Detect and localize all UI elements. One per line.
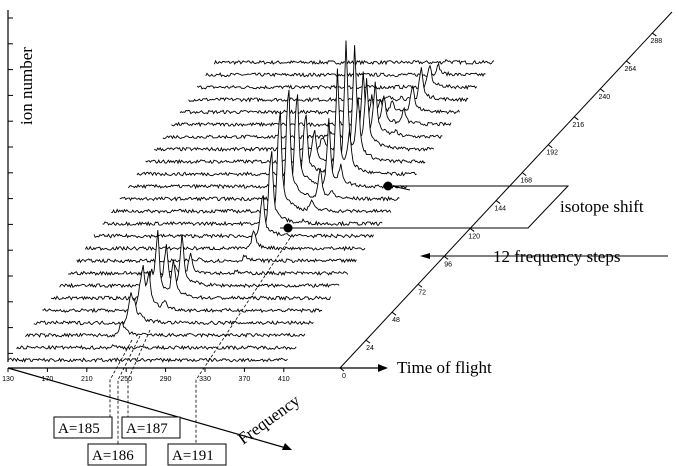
frequency-axis-arrow — [282, 443, 292, 450]
mass-leader-186 — [117, 335, 141, 445]
x-axis-arrow — [378, 364, 388, 372]
spectrum-trace — [76, 254, 357, 264]
frequency-tick-label: 264 — [624, 66, 636, 73]
isotope-shift-arrow-line — [391, 185, 411, 191]
spectrum-trace — [162, 71, 443, 140]
frequency-tick-label: 96 — [444, 261, 452, 268]
frequency-tick — [599, 88, 605, 93]
spectrum-trace — [102, 151, 383, 227]
x-axis-title: Time of flight — [397, 358, 492, 377]
mass-leader-185 — [109, 339, 133, 418]
x-tick-label: 410 — [278, 376, 290, 383]
trace-fill — [94, 195, 374, 238]
trace-fill — [68, 253, 348, 276]
spectrum-trace — [33, 292, 314, 326]
spectrum-trace — [59, 233, 340, 289]
spectrum-trace — [24, 320, 306, 338]
mass-box-185 — [53, 416, 113, 439]
mass-box-187 — [121, 416, 181, 439]
mass-label-187: A=187 — [126, 421, 168, 437]
x-tick-label: 290 — [160, 376, 172, 383]
x-tick-label: 370 — [239, 376, 251, 383]
trace-fill — [16, 344, 297, 350]
spectrum-trace — [84, 230, 366, 252]
spectrum-trace — [119, 89, 400, 202]
spectrum-trace — [68, 252, 349, 277]
isotope-shift-marker-start — [383, 181, 393, 191]
x-tick-label: 130 — [2, 376, 14, 383]
mass-box-186 — [87, 443, 147, 466]
mass-box-191 — [167, 443, 227, 466]
frequency-tick — [626, 60, 631, 65]
x-axis-ticks: 130 170 210 250 290 330 370 410 — [2, 368, 290, 383]
y-axis-ticks — [8, 17, 13, 354]
frequency-axis-ticks: 0 24 48 72 96 120 144 168 192 216 240 264 288 — [339, 32, 663, 380]
frequency-tick — [339, 367, 345, 372]
spectrum-trace — [50, 229, 332, 301]
mass-leader-191 — [195, 237, 291, 445]
depth-axis-line — [339, 11, 673, 369]
frequency-axis-line — [7, 367, 287, 449]
frequency-tick — [417, 283, 423, 288]
frequency-axis-title: Frequency — [234, 390, 304, 448]
trace-fill — [162, 71, 443, 139]
frequency-tick-label: 24 — [366, 345, 374, 352]
spectrum-trace — [8, 357, 288, 363]
frequency-tick — [573, 116, 579, 121]
mass-label-185: A=185 — [58, 421, 100, 437]
spectrum-trace — [171, 94, 452, 128]
x-tick-label: 210 — [81, 376, 93, 383]
spectrum-trace — [188, 67, 469, 103]
frequency-tick — [391, 311, 397, 316]
frequency-tick — [652, 32, 657, 37]
frequency-tick-label: 288 — [651, 38, 663, 45]
frequency-tick-label: 144 — [494, 206, 506, 213]
frequency-tick — [443, 255, 449, 260]
isotope-shift-label: isotope shift — [560, 197, 644, 216]
x-tick-label: 250 — [120, 376, 132, 383]
trace-fill — [197, 65, 477, 90]
spectrum-trace — [16, 344, 297, 351]
y-axis-title: ion number — [17, 47, 36, 125]
frequency-tick-label: 192 — [546, 150, 558, 157]
frequency-tick-label: 240 — [598, 94, 610, 101]
spectrum-trace — [111, 110, 392, 214]
x-tick-label: 170 — [42, 376, 54, 383]
frequency-steps-label: 12 frequency steps — [493, 247, 620, 266]
spectrum-trace — [93, 195, 374, 239]
spectrum-trace — [179, 85, 460, 115]
frequency-tick-label: 168 — [520, 178, 532, 185]
frequency-steps-arrowhead — [420, 253, 430, 259]
trace-fill — [154, 45, 434, 152]
trace-fill — [171, 94, 451, 127]
frequency-tick-label: 0 — [342, 373, 346, 380]
frequency-tick — [469, 228, 475, 232]
frequency-tick — [365, 339, 371, 344]
frequency-tick — [495, 200, 501, 204]
isotope-shift-marker-end — [283, 223, 293, 233]
frequency-tick-label: 120 — [468, 233, 480, 240]
frequency-tick-label: 72 — [418, 289, 426, 296]
frequency-tick-label: 48 — [392, 317, 400, 324]
frequency-tick-label: 216 — [572, 122, 584, 129]
x-tick-label: 330 — [199, 376, 211, 383]
spectra-traces — [8, 40, 495, 363]
frequency-tick — [547, 144, 553, 149]
mass-leader-187 — [127, 329, 151, 418]
spectrum-trace — [42, 265, 323, 314]
isotope-shift-bracket — [280, 185, 570, 229]
spectrum-trace — [128, 94, 409, 190]
frequency-tick — [521, 172, 527, 177]
mass-label-191: A=191 — [172, 448, 214, 464]
mass-label-186: A=186 — [92, 448, 134, 464]
